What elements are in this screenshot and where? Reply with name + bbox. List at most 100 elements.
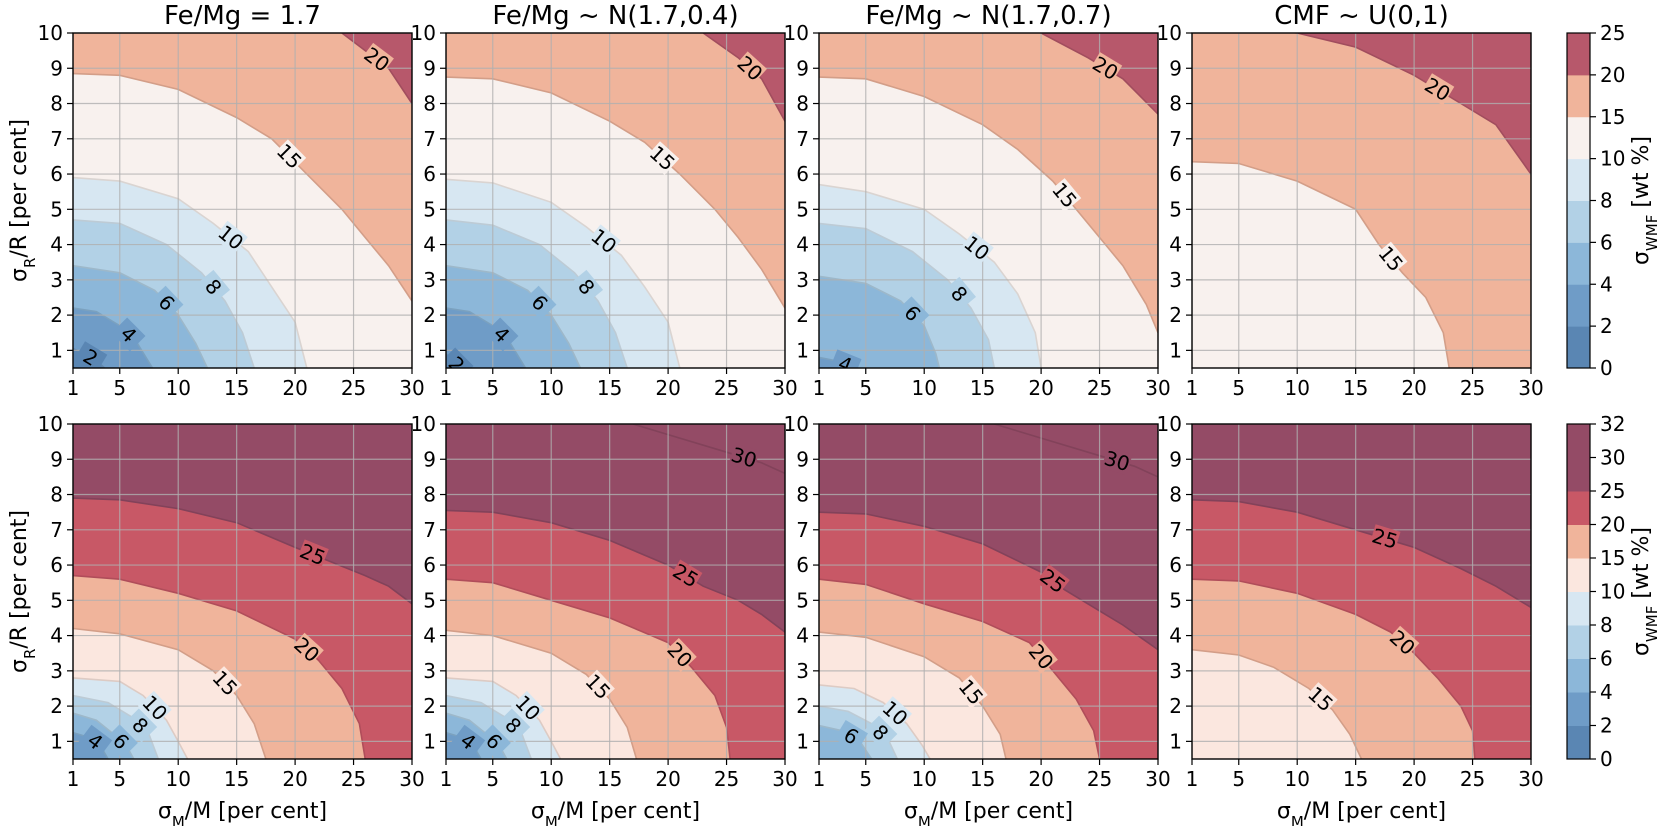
y-tick-label: 4 xyxy=(796,624,809,648)
x-tick-label: 1 xyxy=(67,767,80,791)
x-tick-label: 5 xyxy=(1232,767,1245,791)
x-axis-label: σM/M [per cent] xyxy=(158,799,327,826)
contour-band-15 xyxy=(1192,649,1362,759)
y-tick-label: 1 xyxy=(1169,338,1182,362)
x-tick-label: 20 xyxy=(1028,376,1053,400)
x-tick-label: 25 xyxy=(1087,376,1112,400)
axes-frame xyxy=(1191,423,1532,760)
colorbar-swatch xyxy=(1567,74,1590,118)
colorbar-swatch xyxy=(1567,692,1590,726)
y-tick-label: 8 xyxy=(50,483,63,507)
contour-band-15 xyxy=(1192,161,1450,368)
y-tick-label: 1 xyxy=(796,338,809,362)
colorbar-swatch xyxy=(1567,242,1590,285)
y-tick-label: 5 xyxy=(1169,588,1182,612)
x-tick-label: 15 xyxy=(224,376,249,400)
colorbar-swatch xyxy=(1567,116,1590,160)
x-tick-label: 20 xyxy=(1028,767,1053,791)
y-tick-label: 9 xyxy=(796,447,809,471)
colorbar-tick-label: 20 xyxy=(1600,63,1625,87)
y-tick-label: 6 xyxy=(1169,553,1182,577)
colorbar-tick-label: 10 xyxy=(1600,147,1625,171)
y-tick-label: 5 xyxy=(50,588,63,612)
x-axis-label: σM/M [per cent] xyxy=(531,799,700,826)
x-tick-label: 10 xyxy=(538,767,563,791)
y-tick-label: 1 xyxy=(423,729,436,753)
x-tick-label: 20 xyxy=(282,376,307,400)
axes-frame xyxy=(72,423,413,760)
panel-title: Fe/Mg ~ N(1.7,0.7) xyxy=(865,1,1111,31)
y-tick-label: 8 xyxy=(50,92,63,116)
y-tick-label: 3 xyxy=(796,659,809,683)
x-tick-label: 30 xyxy=(399,767,424,791)
colorbar-tick-label: 4 xyxy=(1600,680,1613,704)
y-tick-label: 6 xyxy=(423,162,436,186)
y-tick-label: 10 xyxy=(1157,21,1182,45)
x-tick-label: 5 xyxy=(113,767,126,791)
x-tick-label: 15 xyxy=(970,376,995,400)
x-tick-label: 25 xyxy=(714,376,739,400)
x-tick-label: 5 xyxy=(486,376,499,400)
y-tick-label: 10 xyxy=(411,412,436,436)
colorbar-swatch xyxy=(1567,658,1590,693)
x-tick-label: 30 xyxy=(1145,767,1170,791)
y-tick-label: 4 xyxy=(796,233,809,257)
colorbar-swatch xyxy=(1567,524,1590,559)
y-tick-label: 10 xyxy=(38,21,63,45)
x-tick-label: 1 xyxy=(813,767,826,791)
x-tick-label: 15 xyxy=(1343,376,1368,400)
y-tick-label: 6 xyxy=(50,162,63,186)
colorbar-tick-label: 32 xyxy=(1600,412,1625,436)
y-tick-label: 5 xyxy=(423,588,436,612)
y-tick-label: 3 xyxy=(423,268,436,292)
colorbar-0: 0 2 4 6 8 10 15 20 25 σWMF [wt %] xyxy=(1566,21,1661,380)
y-tick-label: 3 xyxy=(50,659,63,683)
grid xyxy=(446,424,785,759)
y-tick-label: 10 xyxy=(1157,412,1182,436)
y-tick-label: 8 xyxy=(796,92,809,116)
y-tick-label: 3 xyxy=(423,659,436,683)
y-tick-label: 1 xyxy=(796,729,809,753)
x-tick-label: 5 xyxy=(859,767,872,791)
contour-line-20 xyxy=(819,578,1101,759)
y-tick-label: 2 xyxy=(796,303,809,327)
colorbar-swatch xyxy=(1567,33,1590,76)
colorbar-tick-label: 0 xyxy=(1600,747,1613,771)
colorbar-tick-label: 8 xyxy=(1600,613,1613,637)
colorbar-tick-label: 15 xyxy=(1600,546,1625,570)
axes-frame xyxy=(445,423,786,760)
colorbar-swatch xyxy=(1567,200,1590,243)
x-tick-label: 5 xyxy=(1232,376,1245,400)
grid xyxy=(73,33,412,368)
colorbar-swatch xyxy=(1567,558,1590,592)
x-tick-label: 25 xyxy=(1460,767,1485,791)
x-tick-label: 25 xyxy=(341,767,366,791)
x-tick-label: 10 xyxy=(165,767,190,791)
x-tick-label: 5 xyxy=(486,767,499,791)
x-tick-label: 25 xyxy=(1087,767,1112,791)
colorbar-tick-label: 20 xyxy=(1600,513,1625,537)
axes-frame xyxy=(818,32,1159,369)
x-tick-label: 30 xyxy=(1518,376,1543,400)
y-tick-label: 9 xyxy=(50,447,63,471)
y-tick-label: 10 xyxy=(38,412,63,436)
colorbar-tick-label: 6 xyxy=(1600,230,1613,254)
x-tick-label: 10 xyxy=(1284,767,1309,791)
colorbar-tick-label: 2 xyxy=(1600,714,1613,738)
grid xyxy=(446,33,785,368)
colorbar-tick-label: 25 xyxy=(1600,21,1625,45)
colorbar-tick-label: 8 xyxy=(1600,189,1613,213)
colorbar-tick-label: 30 xyxy=(1600,446,1625,470)
y-tick-label: 9 xyxy=(1169,447,1182,471)
panel-title: CMF ~ U(0,1) xyxy=(1274,1,1449,31)
x-tick-label: 1 xyxy=(67,376,80,400)
y-tick-label: 2 xyxy=(50,303,63,327)
x-tick-label: 25 xyxy=(341,376,366,400)
x-tick-label: 1 xyxy=(813,376,826,400)
x-tick-label: 10 xyxy=(911,767,936,791)
colorbar-1: 0 2 4 6 8 10 15 20 25 30 32 σWMF [wt %] xyxy=(1566,412,1661,771)
